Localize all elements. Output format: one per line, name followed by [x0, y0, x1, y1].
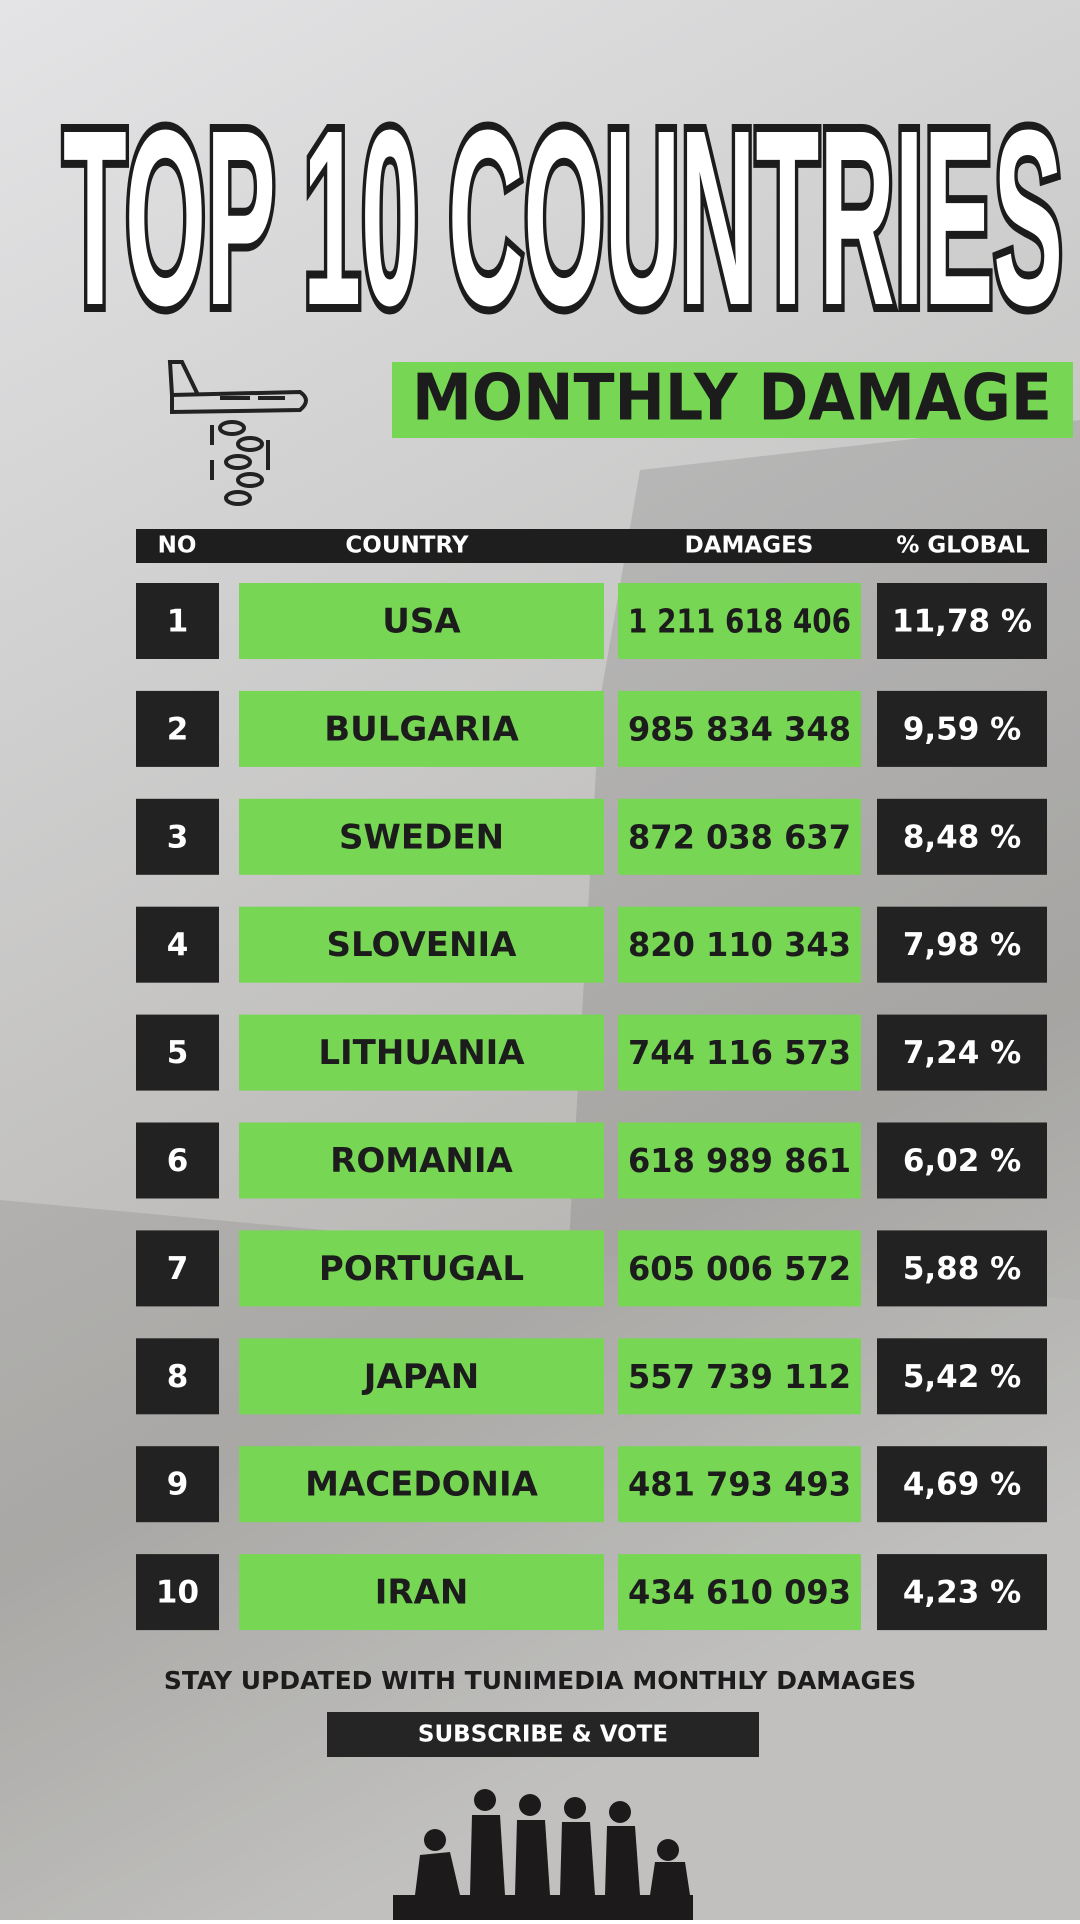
- cell-text: 4: [167, 927, 189, 963]
- cell-text: 3: [167, 819, 189, 855]
- cell-text: 9,59 %: [903, 711, 1021, 747]
- cell-box: [877, 798, 1047, 875]
- column-header: % GLOBAL: [896, 533, 1030, 559]
- cell-box: [136, 583, 219, 659]
- cell-box: [618, 1554, 861, 1631]
- cell-box: [239, 1014, 604, 1091]
- cell-text: 605 006 572: [628, 1249, 851, 1288]
- cell-text: 985 834 348: [628, 709, 851, 748]
- title: TOP 10 COUNTRIES: [63, 78, 1063, 357]
- cell-box: [618, 1230, 861, 1307]
- cell-text: 5,88 %: [903, 1251, 1021, 1287]
- cell-box: [877, 906, 1047, 983]
- cell-box: [136, 1122, 219, 1199]
- subtitle: MONTHLY DAMAGE: [412, 362, 1052, 436]
- cell-box: [877, 1014, 1047, 1091]
- cell-box: [136, 1014, 219, 1091]
- cell-box: [136, 1446, 219, 1523]
- cell-box: [136, 906, 219, 983]
- cell-box: [239, 1338, 604, 1415]
- subscribe-button[interactable]: [327, 1712, 759, 1757]
- cell-text: 744 116 573: [628, 1033, 851, 1072]
- cell-text: 7,98 %: [903, 927, 1021, 963]
- cell-text: SLOVENIA: [327, 925, 518, 965]
- cell-text: 11,78 %: [892, 604, 1032, 640]
- cell-box: [136, 1230, 219, 1307]
- cell-box: [618, 1338, 861, 1415]
- cell-text: USA: [382, 602, 461, 642]
- cell-text: MACEDONIA: [305, 1465, 539, 1505]
- cell-text: 434 610 093: [628, 1573, 851, 1612]
- subtitle-box: [392, 362, 1073, 438]
- cell-box: [239, 1230, 604, 1307]
- column-header: DAMAGES: [685, 533, 814, 559]
- cell-text: 9: [167, 1467, 189, 1503]
- cell-text: 6: [167, 1143, 189, 1179]
- column-header: COUNTRY: [345, 533, 468, 559]
- header-bar: [136, 529, 1047, 563]
- cell-text: BULGARIA: [324, 709, 519, 749]
- cell-text: 2: [167, 711, 189, 747]
- cell-text: 10: [156, 1575, 199, 1611]
- cell-box: [618, 798, 861, 875]
- plane-icon: [167, 360, 308, 506]
- cell-box: [239, 906, 604, 983]
- cell-text: 4,23 %: [903, 1575, 1021, 1611]
- cell-box: [877, 583, 1047, 659]
- cell-box: [877, 1338, 1047, 1415]
- cell-box: [618, 1014, 861, 1091]
- cell-box: [136, 1338, 219, 1415]
- cell-box: [239, 1122, 604, 1199]
- cell-text: 5: [167, 1035, 189, 1071]
- cell-box: [239, 1554, 604, 1631]
- cell-box: [618, 583, 861, 659]
- cell-box: [877, 1122, 1047, 1199]
- column-header: NO: [158, 533, 197, 559]
- cell-text: IRAN: [375, 1573, 469, 1613]
- cell-box: [877, 1554, 1047, 1631]
- cell-box: [618, 1446, 861, 1523]
- cell-text: 7,24 %: [903, 1035, 1021, 1071]
- cell-text: 557 739 112: [628, 1357, 851, 1396]
- cell-text: 8: [167, 1359, 189, 1395]
- cell-box: [877, 1230, 1047, 1307]
- cell-text: JAPAN: [362, 1357, 480, 1397]
- footer-text: STAY UPDATED WITH TUNIMEDIA MONTHLY DAMA…: [164, 1666, 916, 1695]
- cell-box: [618, 690, 861, 767]
- subscribe-label[interactable]: SUBSCRIBE & VOTE: [418, 1722, 668, 1748]
- cell-text: SWEDEN: [339, 817, 504, 857]
- cell-box: [136, 690, 219, 767]
- cell-box: [239, 583, 604, 659]
- cell-box: [618, 1122, 861, 1199]
- cell-text: 5,42 %: [903, 1359, 1021, 1395]
- cell-text: 1: [167, 604, 189, 640]
- cell-text: 820 110 343: [628, 925, 851, 964]
- cell-box: [239, 690, 604, 767]
- cell-box: [877, 1446, 1047, 1523]
- cell-text: 872 038 637: [628, 817, 851, 856]
- cell-box: [239, 798, 604, 875]
- cell-text: 4,69 %: [903, 1467, 1021, 1503]
- cell-text: 1 211 618 406: [628, 602, 851, 641]
- cell-text: 618 989 861: [628, 1141, 851, 1180]
- cell-box: [618, 906, 861, 983]
- cell-text: ROMANIA: [330, 1141, 513, 1181]
- cell-text: 6,02 %: [903, 1143, 1021, 1179]
- cell-box: [136, 1554, 219, 1631]
- cell-text: 8,48 %: [903, 819, 1021, 855]
- cell-box: [877, 690, 1047, 767]
- cell-text: 7: [167, 1251, 189, 1287]
- cell-box: [136, 798, 219, 875]
- cell-box: [239, 1446, 604, 1523]
- cell-text: LITHUANIA: [318, 1033, 525, 1073]
- cell-text: 481 793 493: [628, 1465, 851, 1504]
- soldiers-icon: [393, 1789, 693, 1920]
- cell-text: PORTUGAL: [319, 1249, 524, 1289]
